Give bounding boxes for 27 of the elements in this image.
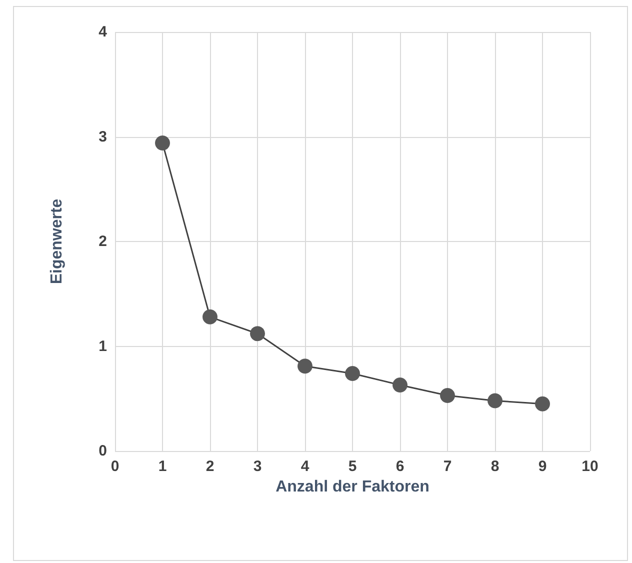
x-tick-label: 0 (110, 458, 120, 475)
x-tick-label: 3 (253, 458, 262, 475)
point (202, 309, 218, 324)
x-tick-label: 6 (396, 458, 404, 475)
x-tick-label: 5 (348, 458, 357, 475)
x-tick-label: 9 (538, 458, 547, 475)
x-tick-label: 1 (158, 458, 167, 475)
point (155, 136, 170, 151)
point (535, 396, 550, 412)
y-tick-label: 2 (98, 233, 107, 250)
x-tick-label: 7 (443, 458, 452, 475)
point (298, 358, 312, 374)
x-tick-label: 4 (300, 458, 310, 475)
y-tick-label: 3 (98, 128, 107, 146)
point (250, 326, 265, 342)
x-tick-label: 8 (490, 458, 500, 475)
y-axis-title: Eigenwerte (48, 198, 66, 284)
x-tick-label: 10 (582, 458, 598, 475)
point (488, 393, 502, 408)
point (440, 388, 455, 403)
y-tick-label: 1 (98, 338, 107, 355)
y-tick-label: 4 (98, 24, 108, 40)
y-tick-label: 0 (98, 442, 107, 460)
point (345, 366, 360, 381)
x-axis-title: Anzahl der Faktoren (276, 478, 430, 496)
point (392, 378, 408, 393)
x-tick-label: 2 (206, 458, 214, 475)
